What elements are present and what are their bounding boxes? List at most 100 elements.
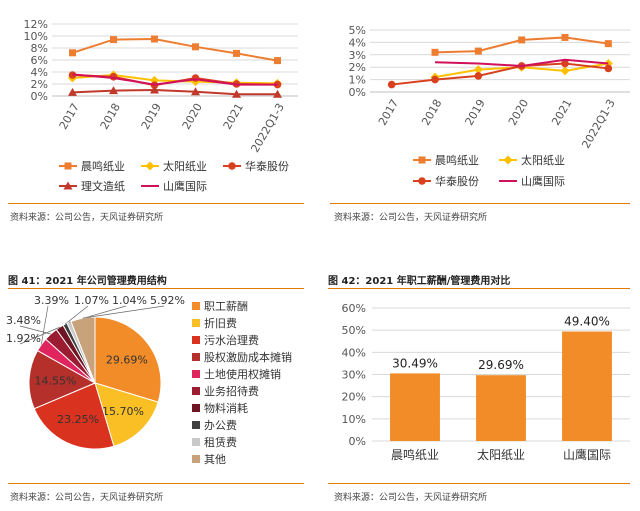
legend-label: 山鹰国际 xyxy=(521,174,565,188)
x-tick-label: 2020 xyxy=(506,97,531,128)
source-note-top-right: 资料来源：公司公告，天风证券研究所 xyxy=(334,213,488,223)
series-line-华泰股份 xyxy=(391,62,609,86)
line-chart-2-panel: 0% 1% 2% 3% 4% 5% 2017 2018 2019 2020 2021 2022Q1-3… xyxy=(328,0,640,225)
data-point xyxy=(68,87,77,96)
bar-chart: 0% 10% 20% 30% 40% 50% 60% 30.49% 晨鸣纸业 29.69% 太阳纸业… xyxy=(342,302,630,462)
pie-legend-swatch xyxy=(192,387,200,395)
pie-slice-label: 1.07% xyxy=(74,294,109,307)
y-tick-label: 40% xyxy=(342,346,366,359)
series-line-理文造纸 xyxy=(72,88,278,96)
series-line-山鹰国际 xyxy=(72,73,278,86)
data-point xyxy=(474,72,483,80)
pie-legend-swatch xyxy=(192,302,200,310)
y-tick-label: 20% xyxy=(342,391,366,404)
pie-legend-label: 污水治理费 xyxy=(204,333,259,347)
source-note-top-left: 资料来源：公司公告，天风证券研究所 xyxy=(10,213,164,223)
pie-slice xyxy=(33,382,115,450)
pie-legend-label: 折旧费 xyxy=(204,316,237,330)
pie-legend-swatch xyxy=(192,370,200,378)
figure-41-title: 图 41：2021 年公司管理费用结构 xyxy=(8,276,167,287)
bar xyxy=(476,375,526,441)
pie-legend-label: 租赁费 xyxy=(204,435,237,449)
data-point xyxy=(191,74,200,82)
legend-label: 太阳纸业 xyxy=(163,160,207,173)
y-tick-label: 6% xyxy=(31,54,48,67)
pie-legend-label: 办公费 xyxy=(204,419,237,432)
pie-leader-line xyxy=(19,325,51,335)
divider-fig41-bottom xyxy=(8,483,304,484)
x-tick-label: 山鹰国际 xyxy=(563,447,611,462)
data-point xyxy=(110,36,117,44)
legend-swatch-marker xyxy=(503,155,513,165)
divider-fig41-top xyxy=(8,288,304,289)
y-tick-label: 0% xyxy=(349,86,366,99)
data-point xyxy=(191,87,200,96)
pie-legend-swatch xyxy=(192,336,200,344)
x-tick-label: 2017 xyxy=(57,101,82,132)
data-point xyxy=(560,66,570,76)
x-tick-label: 2018 xyxy=(419,97,444,128)
pie-slice-label: 1.04% xyxy=(112,294,147,307)
data-point xyxy=(109,86,118,95)
pie-slice-label: 14.55% xyxy=(34,375,76,388)
bar-chart-panel: 0% 10% 20% 30% 40% 50% 60% 30.49% 晨鸣纸业 29.69% 太阳纸业… xyxy=(320,290,640,480)
pie-slice-label: 5.92% xyxy=(150,294,185,307)
data-point xyxy=(69,49,76,57)
pie-chart-panel: 29.69% 15.70% 23.25% 14.55% 3.39% 3.48% 1.92% 1… xyxy=(0,290,312,480)
y-tick-label: 10% xyxy=(342,413,366,426)
bar-value-label: 30.49% xyxy=(392,356,438,370)
pie-slice xyxy=(94,316,162,403)
y-tick-label: 2% xyxy=(31,78,48,91)
pie-leader-line xyxy=(40,305,49,345)
y-tick-label: 4% xyxy=(349,36,366,49)
y-tick-label: 30% xyxy=(342,369,366,382)
legend-label: 晨鸣纸业 xyxy=(81,159,125,173)
x-tick-label: 2020 xyxy=(180,101,205,132)
data-point xyxy=(473,65,483,75)
pie-legend-label: 土地使用权摊销 xyxy=(204,367,281,381)
x-tick-label: 晨鸣纸业 xyxy=(391,447,439,462)
line-chart-2: 0%1%2%3%4%5% 2017 2018 2019 2020 2021 2022Q1-3… xyxy=(349,24,630,188)
data-point xyxy=(474,47,482,55)
data-point xyxy=(232,89,241,98)
bar xyxy=(390,373,440,441)
pie-slice xyxy=(28,349,97,410)
pie-leader-line xyxy=(19,326,60,345)
data-point xyxy=(431,75,439,84)
y-tick-label: 2% xyxy=(349,61,366,74)
bar-value-label: 29.69% xyxy=(478,358,524,372)
legend-swatch-marker xyxy=(145,161,155,171)
data-point xyxy=(604,64,613,73)
line-chart-1-panel: 0% 2% 4% 6% 8% 10% 12% 2017 2018 2019 2020 2021 2022… xyxy=(0,0,312,225)
bar-value-label: 49.40% xyxy=(564,314,610,328)
legend-label: 太阳纸业 xyxy=(521,154,565,167)
pie-slice-label: 29.69% xyxy=(106,353,148,366)
x-tick-label: 2019 xyxy=(139,101,164,132)
data-point xyxy=(387,80,396,89)
x-tick-label: 2021 xyxy=(221,101,246,132)
data-point xyxy=(150,85,159,94)
bar xyxy=(562,331,612,441)
pie-chart: 29.69% 15.70%23.25% 14.55% 3.39% 3.48% 1.92% 1… xyxy=(6,294,292,466)
pie-leader-line xyxy=(82,305,165,319)
data-point xyxy=(561,33,569,41)
source-note-fig41: 资料来源：公司公告，天风证券研究所 xyxy=(10,493,164,503)
pie-slice xyxy=(70,316,96,384)
data-point xyxy=(273,89,282,98)
source-note-fig42: 资料来源：公司公告，天风证券研究所 xyxy=(334,493,488,503)
pie-legend-label: 物料消耗 xyxy=(204,401,248,415)
pie-legend-swatch xyxy=(192,404,200,412)
pie-slice-label: 1.92% xyxy=(6,332,41,345)
y-tick-label: 0% xyxy=(31,90,48,103)
pie-slice-label: 23.25% xyxy=(57,413,99,426)
data-point xyxy=(192,43,199,51)
divider-fig42-bottom xyxy=(328,483,630,484)
y-tick-label: 0% xyxy=(349,435,366,448)
pie-slice-label: 3.48% xyxy=(6,314,41,327)
legend-label: 山鹰国际 xyxy=(163,179,207,193)
y-tick-label: 4% xyxy=(31,66,48,79)
legend-swatch-marker xyxy=(418,177,426,185)
pie-legend-swatch xyxy=(192,455,200,463)
data-point xyxy=(561,59,569,68)
pie-legend-swatch xyxy=(192,421,200,429)
